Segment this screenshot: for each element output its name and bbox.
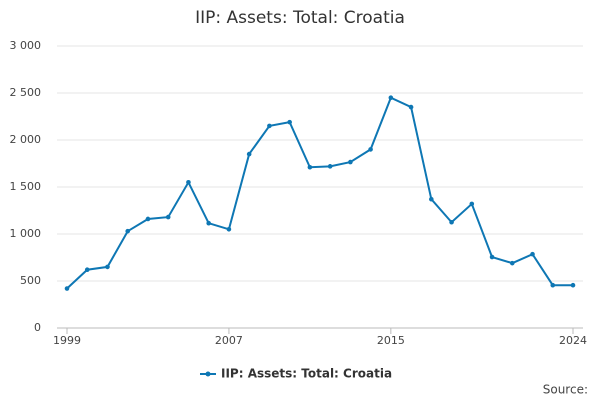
point [509, 260, 515, 266]
point [388, 95, 394, 100]
point [267, 123, 272, 129]
point [125, 228, 131, 234]
source: Source: [543, 383, 588, 397]
point [287, 119, 292, 125]
point [64, 286, 70, 291]
legend-label: IIP: Assets: Total: Croatia [221, 367, 392, 381]
y-tick-label: 2 500 [10, 86, 42, 99]
point [368, 147, 373, 152]
point [186, 180, 191, 185]
point [530, 251, 535, 257]
x-tick-label: 2007 [215, 334, 243, 347]
point [408, 104, 414, 110]
y-tick-label: 3 000 [10, 39, 42, 52]
y-tick-label: 1 500 [10, 180, 42, 193]
legend-marker [205, 371, 211, 377]
point [165, 214, 171, 220]
x-tick-label: 2024 [559, 334, 587, 347]
point [449, 219, 454, 225]
x-tick-label: 2015 [377, 334, 405, 347]
y-tick-label: 2 000 [10, 133, 42, 146]
point [489, 254, 495, 260]
point [348, 159, 353, 165]
y-tick-label: 1 000 [10, 227, 42, 240]
y-tick-label: 0 [34, 321, 41, 334]
y-tick-label: 500 [20, 274, 41, 287]
point [327, 164, 333, 169]
chart-title: IIP: Assets: Total: Croatia [195, 8, 405, 28]
point [246, 151, 252, 157]
point [429, 196, 434, 202]
x-tick-label: 1999 [53, 334, 81, 347]
point [550, 282, 556, 288]
point [307, 164, 313, 170]
point [469, 201, 475, 207]
point [105, 264, 110, 270]
point [206, 220, 211, 226]
point [84, 267, 90, 273]
point [570, 282, 576, 288]
point [226, 227, 232, 232]
point [145, 216, 151, 222]
series-line [66, 96, 573, 290]
